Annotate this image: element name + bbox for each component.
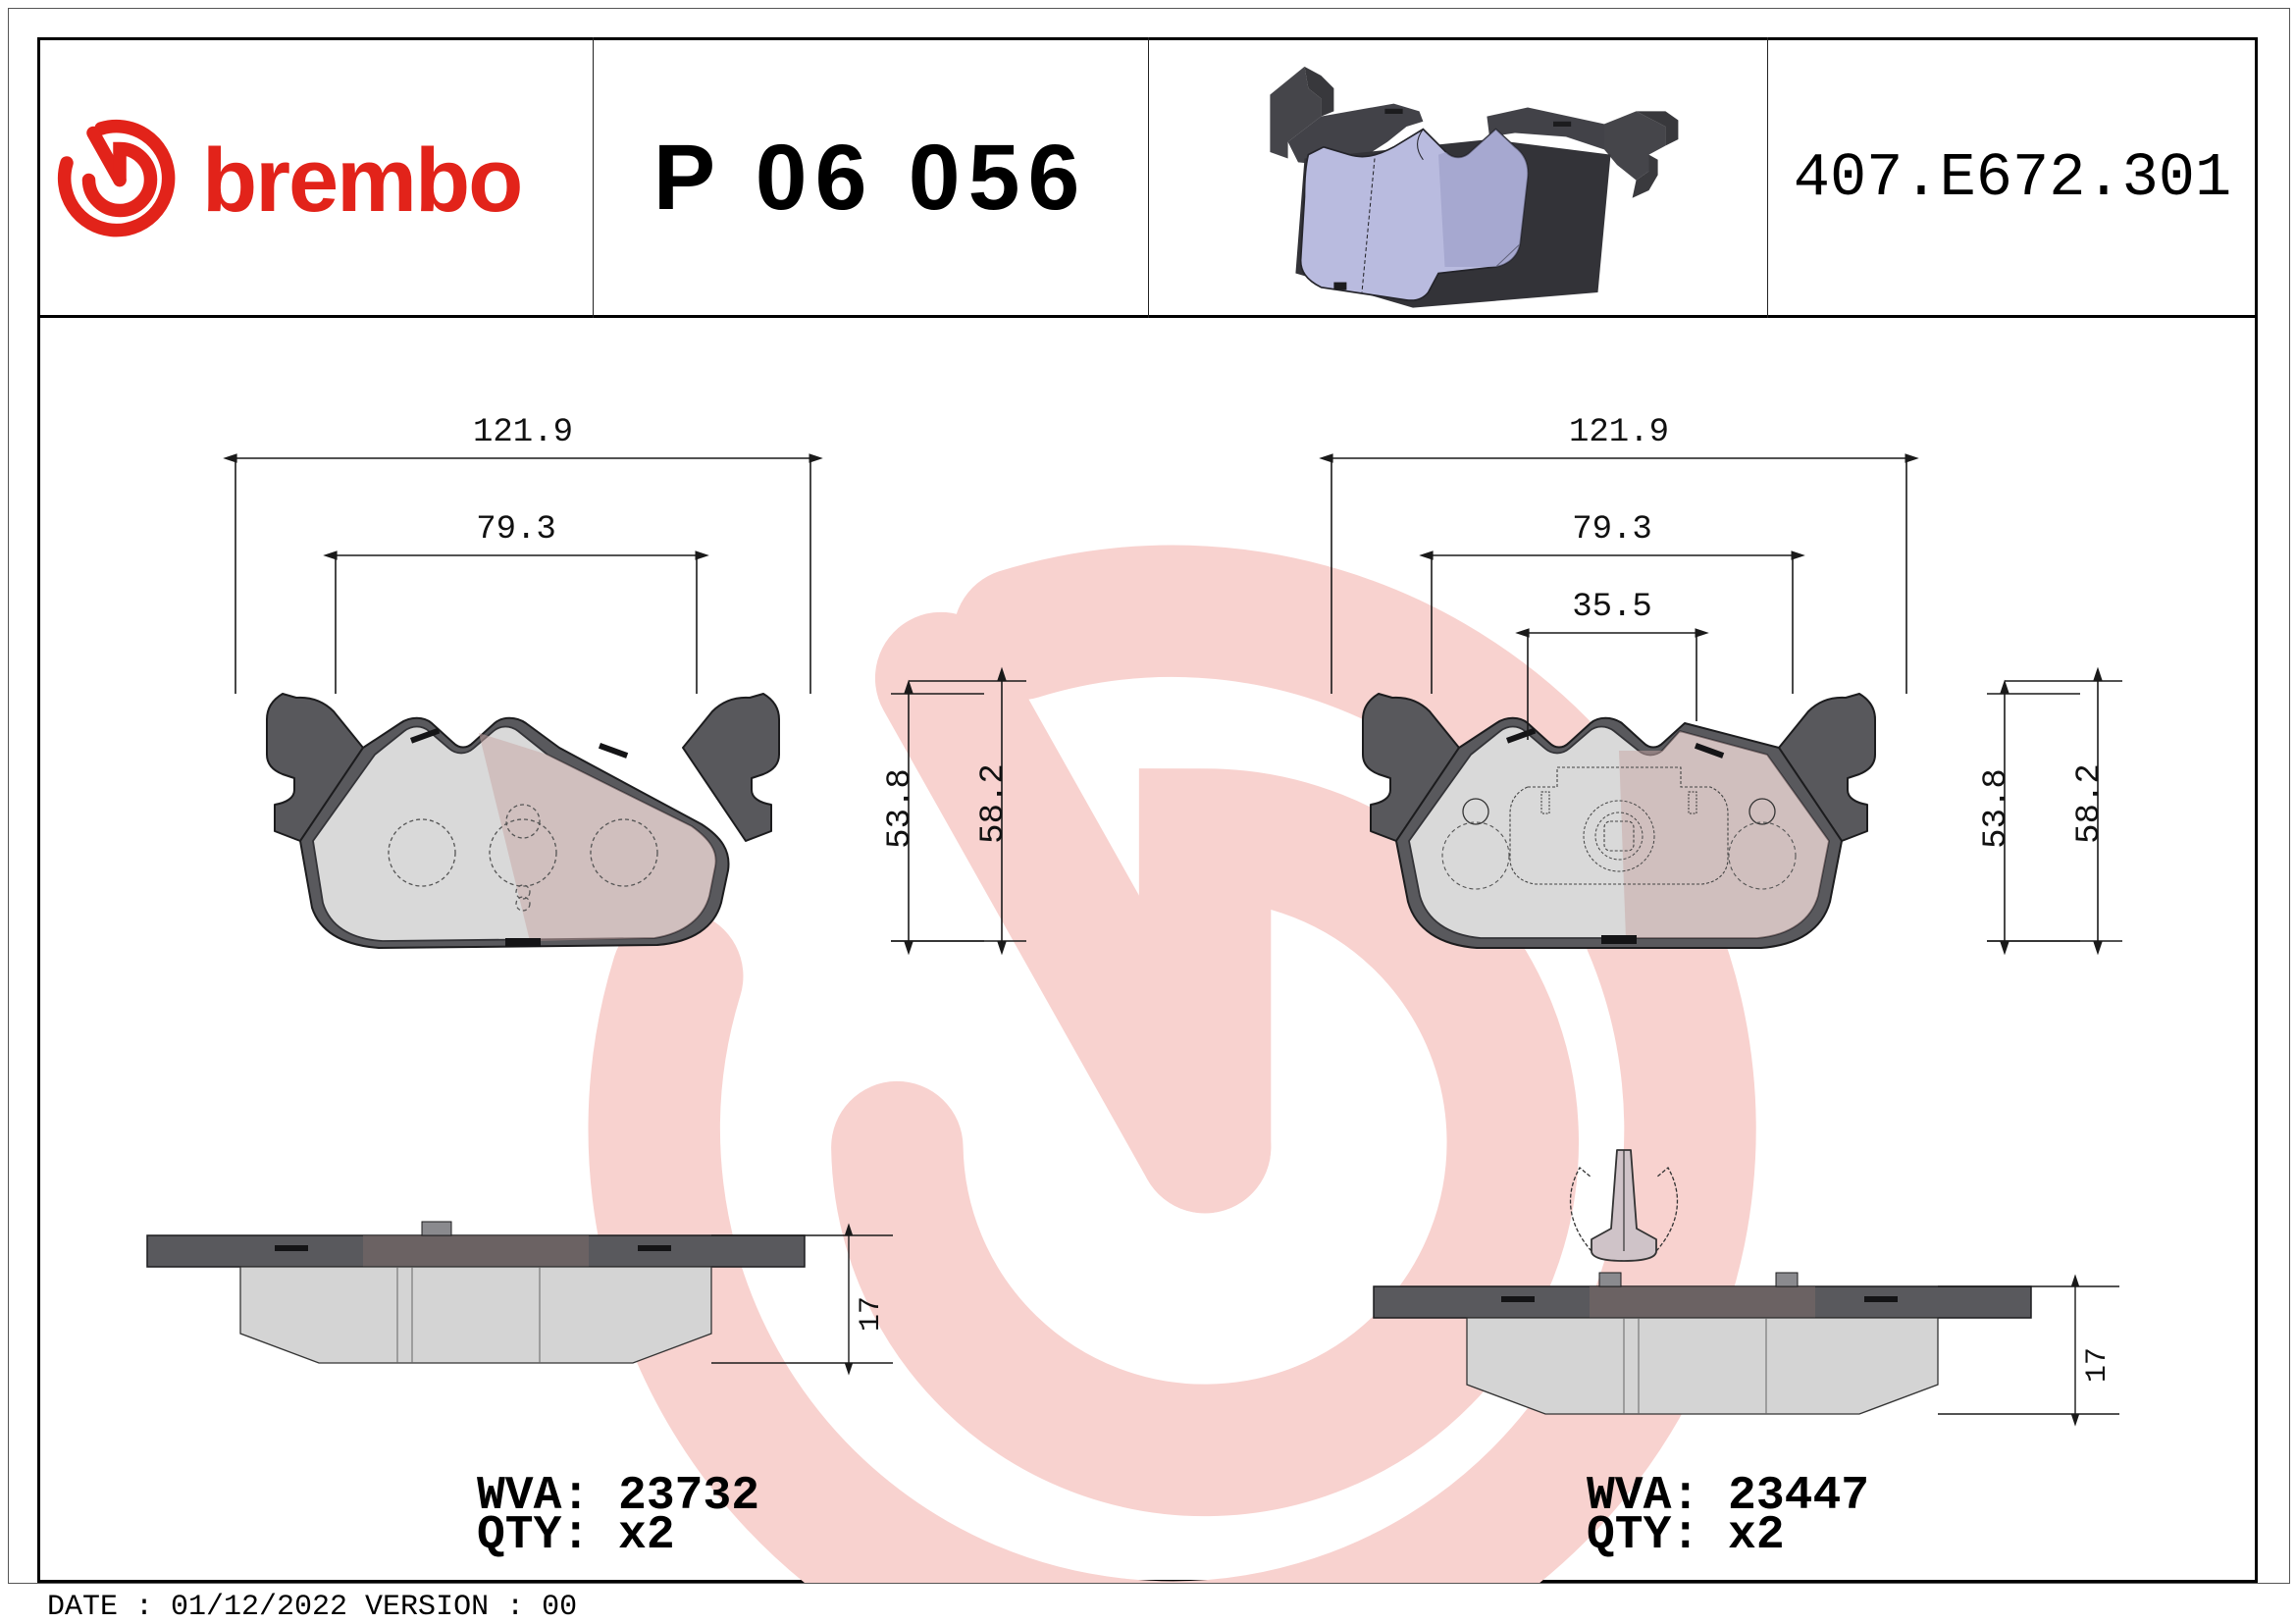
svg-text:58.2: 58.2 bbox=[975, 763, 1013, 844]
svg-text:35.5: 35.5 bbox=[1572, 589, 1652, 626]
svg-text:53.8: 53.8 bbox=[1978, 768, 2015, 849]
svg-text:brembo: brembo bbox=[202, 131, 521, 231]
svg-text:121.9: 121.9 bbox=[1569, 414, 1669, 451]
svg-text:QTY: x2: QTY: x2 bbox=[477, 1509, 675, 1562]
svg-text:58.2: 58.2 bbox=[2071, 763, 2109, 844]
svg-text:QTY: x2: QTY: x2 bbox=[1587, 1509, 1785, 1562]
svg-text:17: 17 bbox=[2081, 1347, 2114, 1383]
svg-text:79.3: 79.3 bbox=[476, 511, 556, 549]
svg-text:79.3: 79.3 bbox=[1572, 511, 1652, 549]
svg-text:17: 17 bbox=[855, 1296, 888, 1332]
svg-text:53.8: 53.8 bbox=[882, 768, 919, 849]
svg-text:121.9: 121.9 bbox=[473, 414, 573, 451]
